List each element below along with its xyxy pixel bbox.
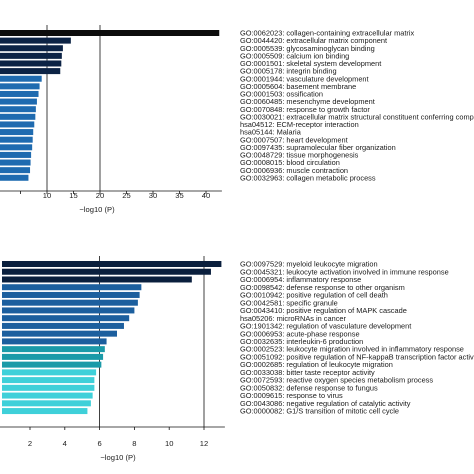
bar <box>2 400 91 407</box>
category-label: GO:0097435: supramolecular fiber organiz… <box>240 143 396 152</box>
category-label: GO:0050832: defense response to fungus <box>240 383 378 392</box>
x-tick-label: 6 <box>97 439 101 448</box>
bar <box>0 45 63 52</box>
category-label: GO:0002685: regulation of leukocyte migr… <box>240 360 393 369</box>
category-label: GO:0010942: positive regulation of cell … <box>240 291 388 300</box>
bar <box>2 338 107 345</box>
category-label: hsa04512: ECM-receptor interaction <box>240 120 359 129</box>
bar <box>0 37 71 44</box>
x-tick-label: 4 <box>63 439 67 448</box>
x-tick-label: 15 <box>69 191 77 200</box>
category-label: GO:0072593: reactive oxygen species meta… <box>240 376 433 385</box>
x-tick-label: 35 <box>175 191 183 200</box>
category-label: GO:0070848: response to growth factor <box>240 105 370 114</box>
bar <box>2 284 142 291</box>
bar <box>2 353 104 360</box>
category-label: GO:1901342: regulation of vasculature de… <box>240 322 411 331</box>
category-label: GO:0006953: acute-phase response <box>240 329 360 338</box>
bar <box>2 322 124 329</box>
x-tick-label: 40 <box>202 191 210 200</box>
category-label: GO:0001944: vasculature development <box>240 74 369 83</box>
bottom-panel: 2 4 6 8 10 12 −log10 (P) GO:0097529: myeloid le… <box>0 256 474 462</box>
bar <box>2 299 138 306</box>
x-tick-label: 25 <box>122 191 130 200</box>
bar <box>0 136 33 143</box>
bar <box>2 384 95 391</box>
bar <box>0 144 33 151</box>
bar <box>2 330 117 337</box>
bar <box>0 68 61 75</box>
bar <box>0 159 31 166</box>
category-label: GO:0032635: interleukin-6 production <box>240 337 363 346</box>
bar <box>2 261 222 267</box>
bar <box>0 83 40 90</box>
category-label: GO:0097529: myeloid leukocyte migration <box>240 260 378 269</box>
bar <box>2 268 211 275</box>
category-label: GO:0001501: skeletal system development <box>240 59 381 68</box>
bar <box>2 361 102 368</box>
bar <box>0 52 62 59</box>
category-label: GO:0098542: defense response to other or… <box>240 283 405 292</box>
category-label: GO:0006954: inflammatory response <box>240 275 361 284</box>
category-label: GO:0032963: collagen metabolic process <box>240 173 376 182</box>
category-label: GO:0043086: negative regulation of catal… <box>240 399 411 408</box>
bar <box>0 151 32 158</box>
x-tick-label: 2 <box>28 439 32 448</box>
category-label: GO:0002523: leukocyte migration involved… <box>240 345 464 354</box>
x-tick-label: 12 <box>200 439 208 448</box>
x-tick-label: 10 <box>43 191 51 200</box>
bar <box>0 167 31 174</box>
category-label: GO:0045321: leukocyte activation involve… <box>240 267 449 276</box>
category-label: GO:0043410: positive regulation of MAPK … <box>240 306 407 315</box>
top-panel: 10 15 20 25 30 35 40 −log10 (P) GO:0062023: coll… <box>0 25 474 214</box>
bar <box>0 98 37 105</box>
category-label: GO:0042581: specific granule <box>240 298 338 307</box>
category-label: GO:0030021: extracellular matrix structu… <box>240 112 474 121</box>
bar <box>2 276 192 283</box>
bar <box>2 369 97 376</box>
category-label: GO:0001503: ossification <box>240 90 323 99</box>
category-label: GO:0005178: integrin binding <box>240 67 337 76</box>
category-label: GO:0006936: muscle contraction <box>240 166 348 175</box>
category-label: GO:0033038: bitter taste receptor activi… <box>240 368 375 377</box>
x-tick-label: 20 <box>96 191 104 200</box>
bar <box>2 392 93 399</box>
bar <box>0 75 42 82</box>
category-label: GO:0005509: calcium ion binding <box>240 51 349 60</box>
bar <box>2 408 88 415</box>
bar <box>0 60 62 67</box>
bar <box>2 291 140 298</box>
bar <box>2 315 130 322</box>
category-label: GO:0000082: G1/S transition of mitotic c… <box>240 407 399 416</box>
x-tick-label: 30 <box>149 191 157 200</box>
bar <box>2 377 95 384</box>
category-label: hsa05206: microRNAs in cancer <box>240 314 347 323</box>
bar <box>2 346 105 353</box>
category-label: GO:0051092: positive regulation of NF-ka… <box>240 352 474 361</box>
bar <box>0 129 34 136</box>
category-label: GO:0044420: extracellular matrix compone… <box>240 36 387 45</box>
bar <box>0 90 39 97</box>
category-label: GO:0007507: heart development <box>240 135 348 144</box>
x-axis-title: −log10 (P) <box>100 453 136 462</box>
bar <box>0 174 29 181</box>
x-tick-label: 10 <box>165 439 173 448</box>
category-label: GO:0060485: mesenchyme development <box>240 97 375 106</box>
category-label: GO:0062023: collagen-containing extracel… <box>240 29 414 38</box>
x-tick-label: 8 <box>132 439 136 448</box>
category-label: GO:0008015: blood circulation <box>240 158 340 167</box>
x-axis-title: −log10 (P) <box>79 205 115 214</box>
bar <box>0 113 36 120</box>
bar <box>0 30 220 36</box>
category-label: GO:0005539: glycosaminoglycan binding <box>240 44 375 53</box>
category-label: hsa05144: Malaria <box>240 128 302 137</box>
bar <box>0 106 36 113</box>
category-label: GO:0048729: tissue morphogenesis <box>240 151 359 160</box>
category-label: GO:0005604: basement membrane <box>240 82 356 91</box>
bar <box>0 121 35 128</box>
category-label: GO:0009615: response to virus <box>240 391 343 400</box>
bar <box>2 307 135 314</box>
